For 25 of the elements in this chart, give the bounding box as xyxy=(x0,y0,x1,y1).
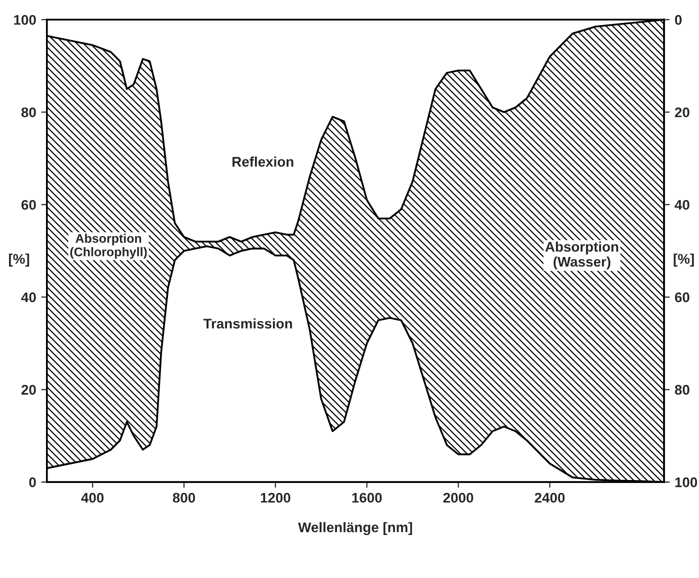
annotation: Absorption (Chlorophyll) xyxy=(70,234,147,259)
y-tick-label: 60 xyxy=(21,200,36,210)
y-tick-label: 20 xyxy=(21,384,36,395)
y2-axis-title: [%] xyxy=(674,254,694,267)
y2-tick-label: 0 xyxy=(675,14,682,25)
annotation: Reflexion xyxy=(232,156,294,167)
y-tick-label: 100 xyxy=(14,14,36,25)
y-tick-label: 40 xyxy=(21,292,36,302)
y2-tick-label: 40 xyxy=(674,200,690,210)
y-axis-title: [%] xyxy=(9,254,30,267)
y2-tick-label: 100 xyxy=(675,477,698,488)
annotation: Transmission xyxy=(203,318,292,329)
y2-tick-label: 80 xyxy=(674,384,690,395)
x-tick-label: 1600 xyxy=(352,492,382,503)
annotation: Absorption (Wasser) xyxy=(545,242,618,270)
x-tick-label: 1200 xyxy=(260,492,290,503)
x-tick-label: 2400 xyxy=(534,492,565,503)
x-axis-title: Wellenlänge [nm] xyxy=(298,522,412,536)
y2-tick-label: 20 xyxy=(674,107,690,118)
y-tick-label: 0 xyxy=(29,477,36,488)
x-tick-label: 800 xyxy=(172,492,196,503)
y2-tick-label: 60 xyxy=(674,292,690,302)
x-tick-label: 2000 xyxy=(443,492,474,503)
y-tick-label: 80 xyxy=(21,107,36,118)
x-tick-label: 400 xyxy=(81,492,104,503)
